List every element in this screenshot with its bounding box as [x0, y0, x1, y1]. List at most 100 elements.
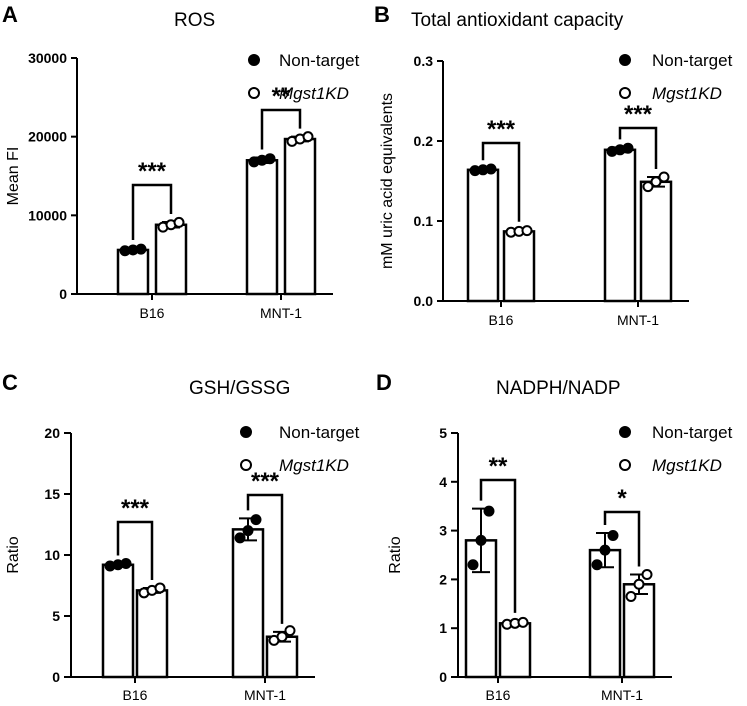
- panel-c-legend-kd: Mgst1KD: [279, 456, 349, 475]
- panel-d-data-point: [607, 529, 619, 541]
- panel-d-sig-label: *: [617, 485, 627, 512]
- panel-c-legend-marker-kd: [240, 459, 252, 471]
- panel-b-data-point: [521, 225, 533, 237]
- panel-a-legend-marker-nontarget: [248, 54, 260, 66]
- panel-c-title: GSH/GSSG: [189, 378, 290, 399]
- panel-d-xtick-label: MNT-1: [601, 687, 643, 703]
- panel-b-sig-bracket: [481, 141, 521, 222]
- panel-a-ytick-label: 10000: [28, 207, 67, 223]
- panel-c-ylabel: Ratio: [5, 536, 22, 573]
- panel-c-ytick-label: 20: [44, 425, 60, 441]
- panel-c-xtick-label: MNT-1: [244, 687, 286, 703]
- panel-b-legend-marker-nontarget: [619, 54, 631, 66]
- panel-c-legend-marker-nontarget: [240, 426, 252, 438]
- panel-b-letter: B: [374, 2, 390, 27]
- panel-b-sig-label: ***: [624, 101, 653, 128]
- panel-b-ytick-label: 0.0: [414, 293, 434, 309]
- panel-a-bar: [154, 223, 188, 296]
- panel-b-data-point: [650, 176, 662, 188]
- panel-a-legend-marker-kd: [248, 87, 260, 99]
- panel-a-ytick-label: 20000: [28, 129, 67, 145]
- panel-a-legend-kd: Mgst1KD: [279, 84, 349, 103]
- panel-c-ytick-label: 0: [52, 669, 60, 685]
- panel-b-bar: [603, 148, 637, 303]
- panel-c-data-point: [276, 631, 288, 643]
- panel-a-sig-label: ***: [138, 158, 167, 185]
- panel-a-bar: [283, 137, 317, 296]
- panel-c-data-point: [284, 625, 296, 637]
- panel-c-bar: [135, 589, 169, 679]
- panel-a-xtick-label: B16: [140, 305, 165, 321]
- panel-d-sig-label: **: [489, 453, 508, 480]
- panel-a-data-point: [264, 153, 276, 165]
- panel-a-ytick-label: 30000: [28, 50, 67, 66]
- panel-d-sig-bracket: [603, 510, 641, 567]
- panel-c-legend-nontarget: Non-target: [279, 423, 360, 442]
- panel-d-data-point: [599, 544, 611, 556]
- panel-d-ytick-label: 2: [439, 571, 447, 587]
- panel-c-letter: C: [2, 370, 18, 395]
- panel-d-ylabel: Ratio: [387, 536, 404, 573]
- panel-d-data-point: [467, 559, 479, 571]
- panel-c-ytick-label: 15: [44, 486, 60, 502]
- panel-b-data-point: [485, 163, 497, 175]
- panel-b-sig-label: ***: [487, 116, 516, 143]
- panel-d-ytick-label: 1: [439, 620, 447, 636]
- panel-a-legend-nontarget: Non-target: [279, 51, 360, 70]
- panel-d-sig-bracket: [479, 478, 517, 613]
- panel-a-xtick-label: MNT-1: [260, 305, 302, 321]
- panel-b-ylabel: mM uric acid equivalents: [379, 93, 396, 269]
- panel-d-legend-marker-kd: [619, 459, 631, 471]
- panel-d-data-point: [475, 534, 487, 546]
- panel-a-data-point: [302, 131, 314, 143]
- panel-a-title: ROS: [174, 10, 215, 31]
- panel-d-bar: [498, 622, 532, 679]
- panel-a-sig-bracket: [131, 183, 173, 240]
- panel-d-letter: D: [376, 370, 392, 395]
- panel-d-ytick-label: 3: [439, 523, 447, 539]
- panel-a-bar: [116, 248, 150, 296]
- panel-d-legend-nontarget: Non-target: [652, 423, 733, 442]
- panel-d-ytick-label: 4: [439, 474, 447, 490]
- panel-c-data-point: [154, 582, 166, 594]
- panel-c-ytick-label: 5: [52, 608, 60, 624]
- panel-c-sig-label: ***: [121, 495, 150, 522]
- panel-c-bar: [231, 528, 265, 679]
- panel-b-ytick-label: 0.1: [414, 213, 434, 229]
- panel-a-ytick-label: 0: [59, 286, 67, 302]
- panel-c-data-point: [250, 514, 262, 526]
- panel-c-sig-bracket: [246, 493, 284, 624]
- panel-c-sig-bracket: [116, 520, 154, 580]
- panel-b-ytick-label: 0.3: [414, 53, 434, 69]
- panel-c-data-point: [242, 525, 254, 537]
- panel-d-data-point: [483, 505, 495, 517]
- panel-d-legend-kd: Mgst1KD: [652, 456, 722, 475]
- panel-a-bar: [245, 159, 279, 296]
- panel-d-data-point: [633, 578, 645, 590]
- panel-d-data-point: [641, 569, 653, 581]
- panel-d-data-point: [625, 590, 637, 602]
- panel-d-title: NADPH/NADP: [496, 378, 621, 399]
- panel-c-data-point: [234, 532, 246, 544]
- panel-d-data-point: [591, 559, 603, 571]
- panel-a-data-point: [173, 216, 185, 228]
- panel-d-data-point: [517, 616, 529, 628]
- panel-a-data-point: [135, 243, 147, 255]
- panel-b-data-point: [642, 181, 654, 193]
- panel-b-sig-bracket: [618, 126, 658, 169]
- panel-c-sig-label: ***: [251, 468, 280, 495]
- panel-a-ylabel: Mean FI: [5, 147, 22, 206]
- panel-a-sig-bracket: [260, 108, 302, 150]
- panel-d-bar: [588, 548, 622, 679]
- panel-d-legend-marker-nontarget: [619, 426, 631, 438]
- panel-b-legend-kd: Mgst1KD: [652, 84, 722, 103]
- panel-a-letter: A: [2, 2, 18, 27]
- panel-b-data-point: [622, 142, 634, 154]
- panel-c-bar: [101, 563, 135, 679]
- panel-d-ytick-label: 0: [439, 669, 447, 685]
- panel-c-xtick-label: B16: [123, 687, 148, 703]
- panel-b-xtick-label: B16: [489, 312, 514, 328]
